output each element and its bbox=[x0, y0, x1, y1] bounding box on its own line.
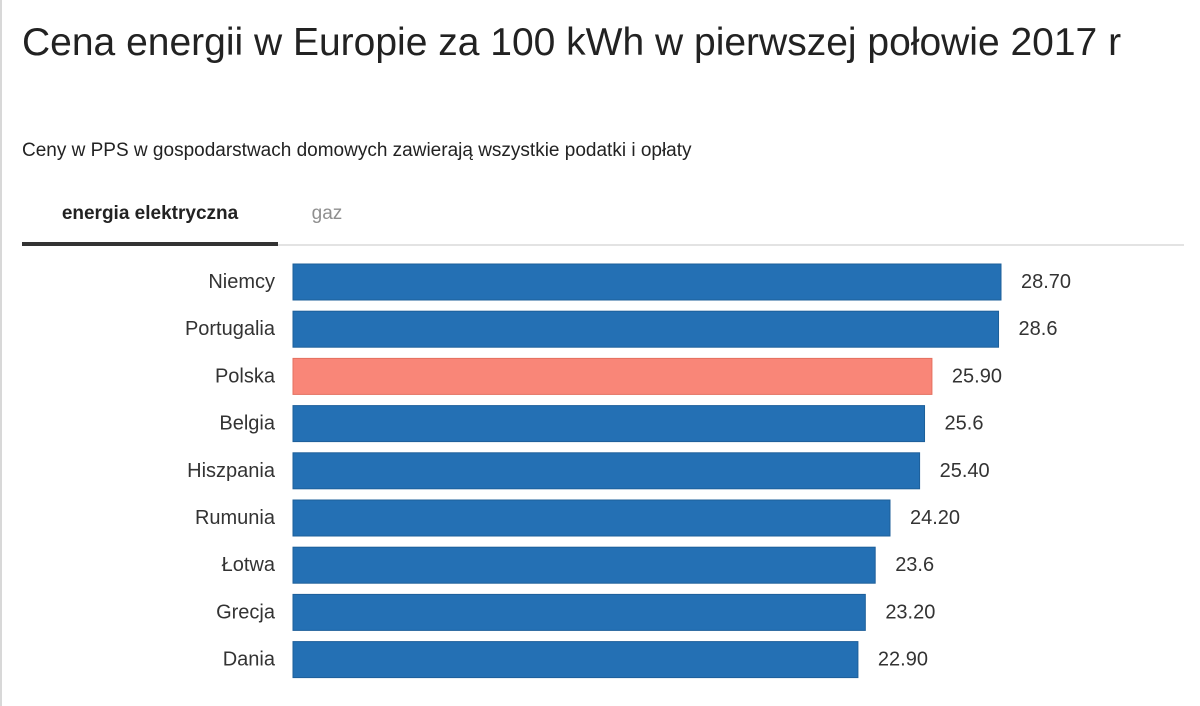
page-subtitle: Ceny w PPS w gospodarstwach domowych zaw… bbox=[22, 140, 692, 161]
value-label-6: 23.6 bbox=[895, 554, 934, 576]
category-label-7: Grecja bbox=[216, 601, 276, 623]
bar-7 bbox=[292, 593, 866, 631]
value-label-8: 22.90 bbox=[878, 649, 928, 671]
value-label-2: 25.90 bbox=[952, 365, 1002, 387]
bar-0 bbox=[292, 263, 1002, 301]
category-label-4: Hiszpania bbox=[187, 460, 276, 482]
value-label-4: 25.40 bbox=[940, 460, 990, 482]
bar-4 bbox=[292, 452, 921, 490]
category-label-0: Niemcy bbox=[208, 271, 275, 293]
tab-gaz[interactable]: gaz bbox=[311, 203, 343, 224]
page-title: Cena energii w Europie za 100 kWh w pier… bbox=[22, 21, 1122, 64]
bar-1 bbox=[292, 310, 1000, 348]
bar-6 bbox=[292, 546, 876, 584]
bar-3 bbox=[292, 405, 926, 443]
tab-bar: energia elektryczna gaz bbox=[22, 196, 1184, 246]
category-label-8: Dania bbox=[223, 649, 276, 671]
value-label-7: 23.20 bbox=[885, 601, 935, 623]
left-border bbox=[0, 0, 2, 706]
bar-5 bbox=[292, 499, 891, 537]
value-label-5: 24.20 bbox=[910, 507, 960, 529]
tab-energia-elektryczna[interactable]: energia elektryczna bbox=[22, 196, 278, 246]
bar-2 bbox=[292, 357, 933, 395]
category-label-6: Łotwa bbox=[222, 554, 276, 576]
value-label-0: 28.70 bbox=[1021, 271, 1071, 293]
category-label-2: Polska bbox=[215, 365, 276, 387]
value-label-1: 28.6 bbox=[1019, 318, 1058, 340]
category-label-1: Portugalia bbox=[185, 318, 276, 340]
category-label-5: Rumunia bbox=[195, 507, 276, 529]
category-label-3: Belgia bbox=[219, 413, 275, 435]
bar-chart: Niemcy 28.70 Portugalia 28.6 Polska 25.90 Belg… bbox=[185, 263, 1071, 679]
value-label-3: 25.6 bbox=[945, 413, 984, 435]
bar-8 bbox=[292, 641, 859, 679]
